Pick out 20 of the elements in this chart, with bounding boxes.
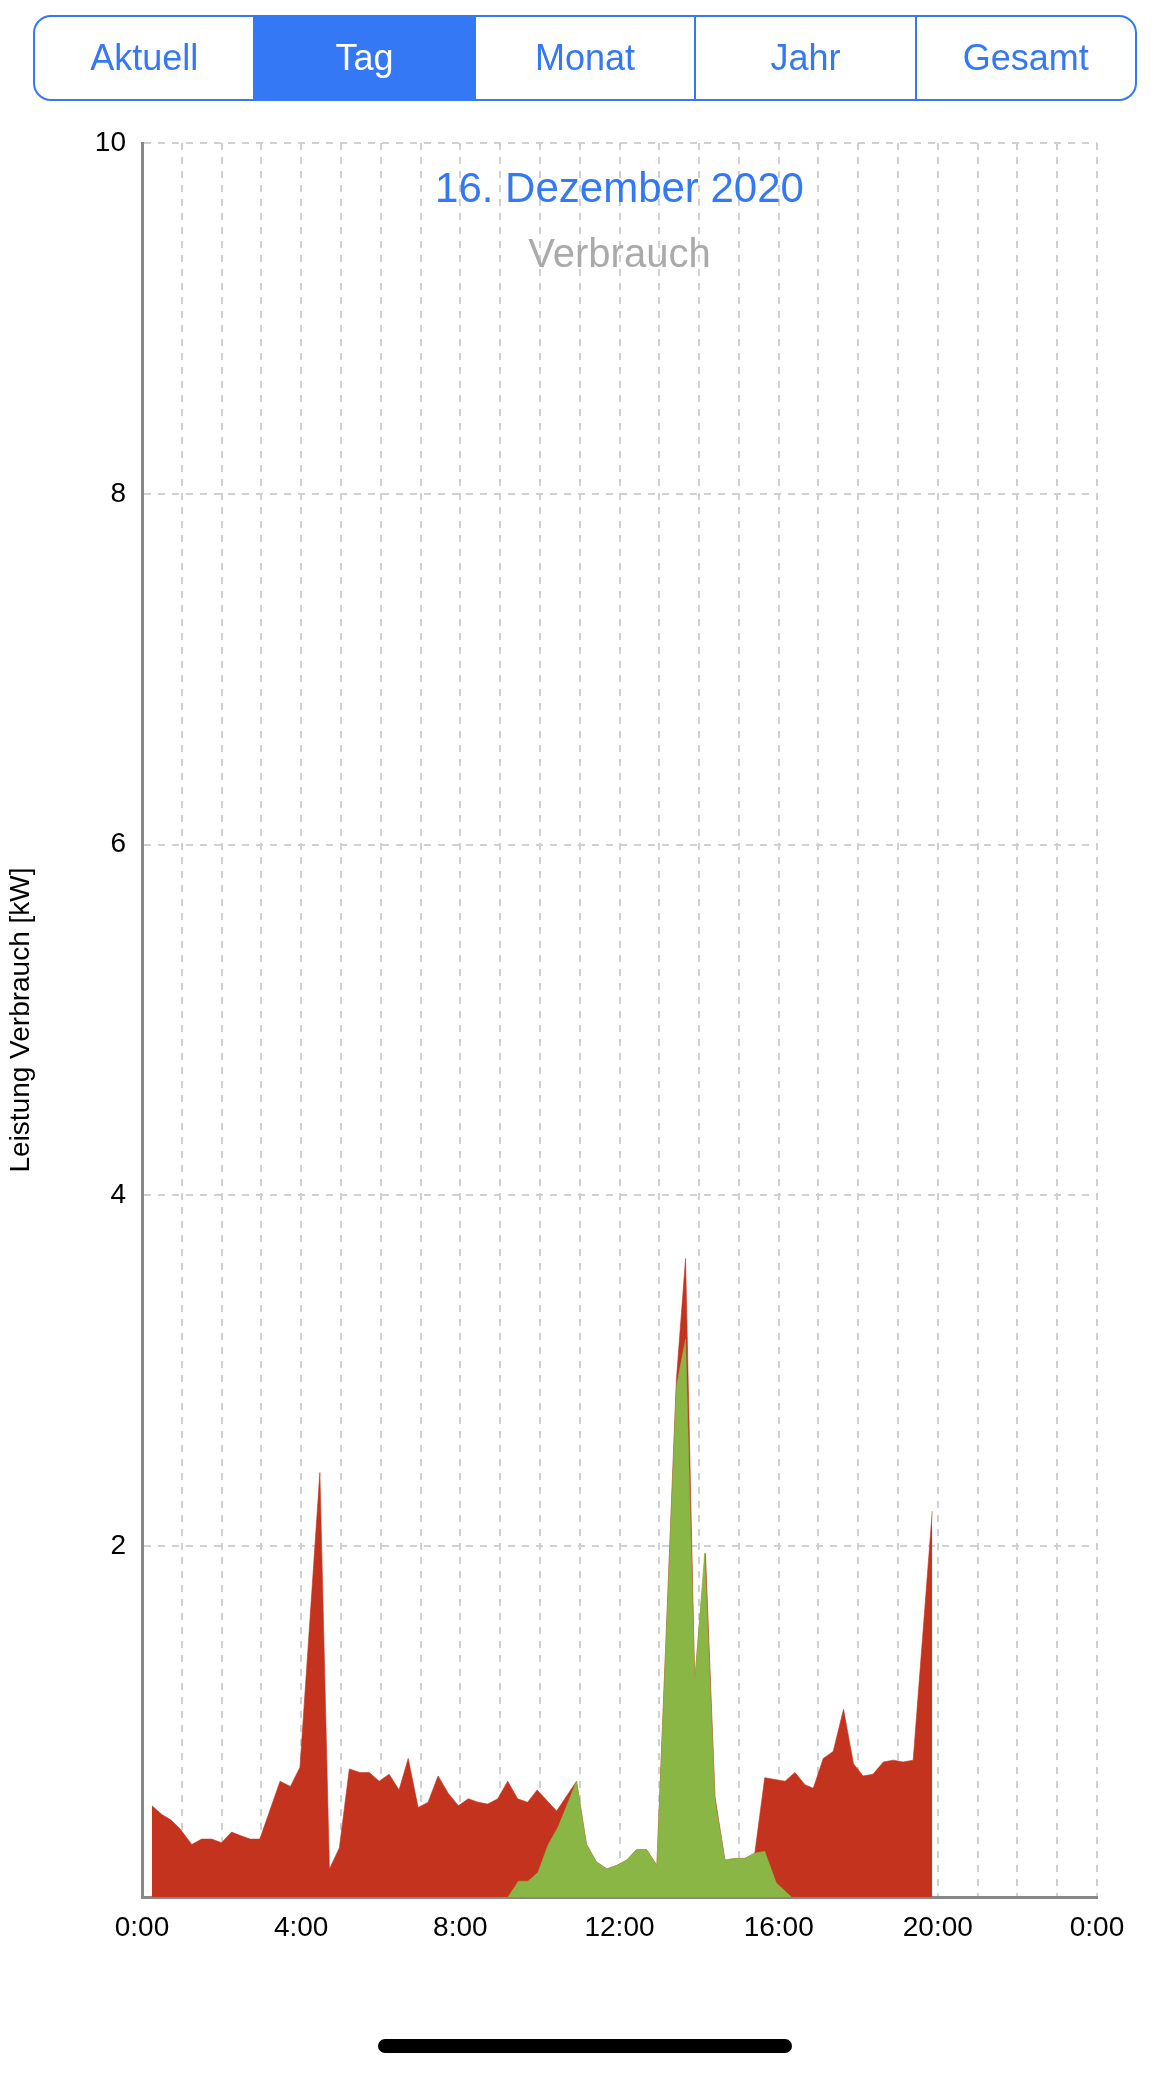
- x-tick-label: 20:00: [902, 1910, 973, 1942]
- text: Verbrauch: [528, 231, 711, 276]
- y-tick-label: 6: [110, 827, 126, 859]
- text: Jahr: [694, 17, 915, 99]
- y-tick-label: 2: [110, 1528, 126, 1560]
- y-tick-label: 4: [110, 1178, 126, 1210]
- text: Aktuell: [89, 36, 200, 80]
- x-tick-label: 8:00: [433, 1910, 488, 1942]
- text: Gesamt: [914, 17, 1136, 99]
- x-tick-label: 16:00: [743, 1910, 814, 1942]
- y-tick-label: 10: [94, 125, 126, 157]
- text: 16. Dezember 2020: [435, 163, 804, 211]
- x-tick-label: 12:00: [584, 1910, 655, 1942]
- y-tick-label: 8: [110, 476, 126, 508]
- x-tick-label: 4:00: [273, 1910, 329, 1942]
- x-tick-label: 0:00: [1069, 1910, 1125, 1942]
- x-tick-label: 0:00: [114, 1910, 170, 1942]
- text: Tag: [253, 17, 474, 99]
- y-axis-title: Leistung Verbrauch [kW]: [3, 867, 35, 1173]
- text: Monat: [473, 17, 695, 99]
